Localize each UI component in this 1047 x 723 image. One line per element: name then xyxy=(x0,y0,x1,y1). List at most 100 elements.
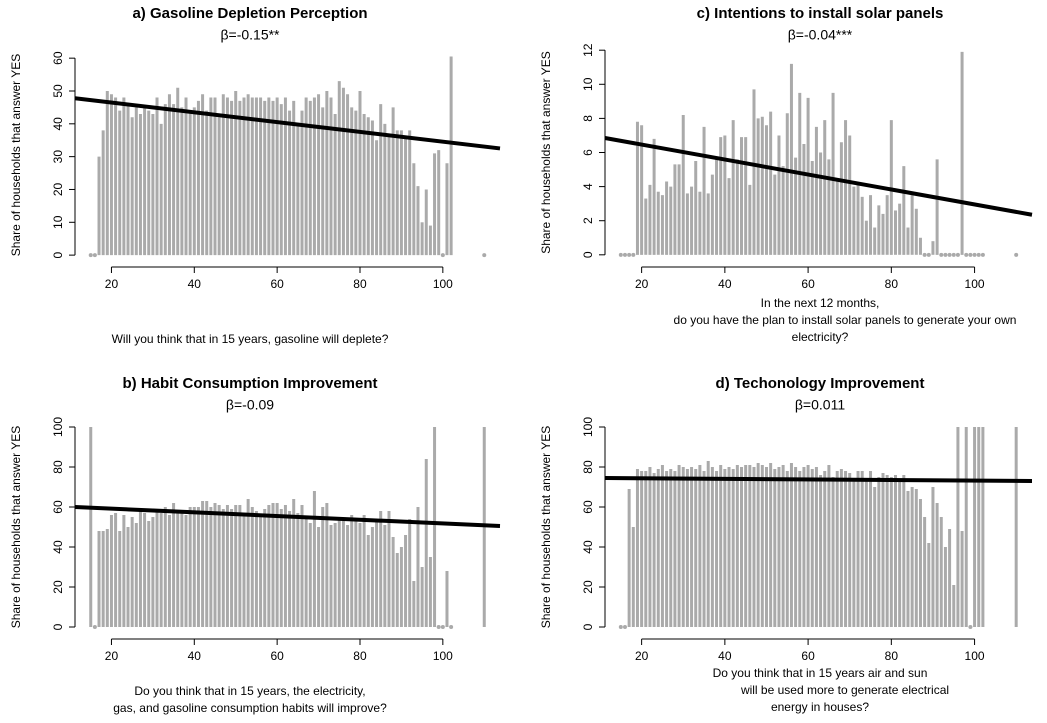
title: b) Habit Consumption Improvement xyxy=(123,375,378,392)
x-tick-label: 60 xyxy=(801,649,815,663)
y-axis-label: Share of households that answer YES xyxy=(9,426,23,629)
bar-point xyxy=(622,252,627,257)
y-tick-label: 60 xyxy=(581,500,595,514)
bar-point xyxy=(968,252,973,257)
y-tick-label: 0 xyxy=(51,251,65,258)
bar-point xyxy=(88,253,93,258)
bar-point xyxy=(939,252,944,257)
x-axis-label: energy in houses? xyxy=(771,700,869,714)
bar-point xyxy=(1014,252,1019,257)
y-tick-label: 20 xyxy=(51,580,65,594)
x-tick-label: 20 xyxy=(105,277,119,291)
fit-line xyxy=(604,136,1033,217)
x-tick-label: 80 xyxy=(353,277,367,291)
y-tick-label: 60 xyxy=(51,500,65,514)
x-tick-label: 20 xyxy=(105,649,119,663)
y-tick-label: 100 xyxy=(581,417,595,437)
bar-point xyxy=(436,625,441,629)
x-tick-label: 40 xyxy=(188,649,202,663)
x-tick-label: 100 xyxy=(965,649,985,663)
y-tick-label: 50 xyxy=(51,84,65,98)
y-tick-label: 12 xyxy=(581,43,595,57)
y-tick-label: 0 xyxy=(581,623,595,630)
bar-point xyxy=(618,252,623,257)
fit-line xyxy=(74,96,501,151)
bar-point xyxy=(482,253,487,258)
subtitle: β=-0.04*** xyxy=(788,27,853,43)
x-tick-label: 80 xyxy=(885,649,899,663)
x-tick-label: 60 xyxy=(801,277,815,291)
y-tick-label: 20 xyxy=(581,580,595,594)
bar-point xyxy=(622,625,627,629)
y-tick-label: 20 xyxy=(51,182,65,196)
bar-point xyxy=(964,252,969,257)
bar-point xyxy=(947,252,952,257)
y-tick-label: 100 xyxy=(51,417,65,437)
bar-point xyxy=(943,252,948,257)
x-axis-label: will be used more to generate electrical xyxy=(740,683,949,697)
x-tick-label: 40 xyxy=(718,277,732,291)
y-tick-label: 40 xyxy=(51,540,65,554)
x-axis-label: gas, and gasoline consumption habits wil… xyxy=(113,701,387,715)
title: d) Techonology Improvement xyxy=(716,375,925,392)
x-tick-label: 20 xyxy=(635,277,649,291)
y-tick-label: 10 xyxy=(51,215,65,229)
y-tick-label: 2 xyxy=(581,217,595,224)
bar-point xyxy=(955,252,960,257)
x-tick-label: 100 xyxy=(433,649,453,663)
bar-point xyxy=(922,252,927,257)
bar-point xyxy=(618,625,623,629)
bar-point xyxy=(440,625,445,629)
y-tick-label: 4 xyxy=(581,183,595,190)
x-tick-label: 60 xyxy=(270,277,284,291)
y-tick-label: 30 xyxy=(51,150,65,164)
y-tick-label: 10 xyxy=(581,77,595,91)
x-tick-label: 60 xyxy=(270,649,284,663)
x-axis-label: Do you think that in 15 years, the elect… xyxy=(134,684,365,698)
title: c) Intentions to install solar panels xyxy=(697,5,944,22)
subtitle: β=0.011 xyxy=(795,397,845,413)
x-tick-label: 40 xyxy=(718,649,732,663)
fit-line xyxy=(604,476,1033,483)
x-axis-label: Will you think that in 15 years, gasolin… xyxy=(112,332,389,346)
title: a) Gasoline Depletion Perception xyxy=(132,5,367,22)
y-tick-label: 8 xyxy=(581,115,595,122)
x-tick-label: 100 xyxy=(433,277,453,291)
y-tick-label: 40 xyxy=(51,117,65,131)
x-axis-label: In the next 12 months, xyxy=(761,296,880,310)
x-tick-label: 100 xyxy=(965,277,985,291)
x-axis-label: do you have the plan to install solar pa… xyxy=(674,313,1017,327)
bar-point xyxy=(951,252,956,257)
y-axis-label: Share of households that answer YES xyxy=(539,51,553,254)
bar-point xyxy=(976,252,981,257)
bar-point xyxy=(972,252,977,257)
x-tick-label: 80 xyxy=(885,277,899,291)
bar-point xyxy=(631,252,636,257)
bar-point xyxy=(449,625,454,629)
bar-point xyxy=(968,625,973,629)
subtitle: β=-0.09 xyxy=(226,397,274,413)
y-tick-label: 60 xyxy=(51,51,65,65)
y-tick-label: 80 xyxy=(51,460,65,474)
x-axis-label: Do you think that in 15 years air and su… xyxy=(713,666,928,680)
bar-point xyxy=(92,253,97,258)
bar-point xyxy=(627,252,632,257)
y-axis-label: Share of households that answer YES xyxy=(539,426,553,629)
x-tick-label: 20 xyxy=(635,649,649,663)
bar-point xyxy=(926,252,931,257)
bar-point xyxy=(980,252,985,257)
y-tick-label: 80 xyxy=(581,460,595,474)
y-tick-label: 6 xyxy=(581,149,595,156)
x-axis-label: electricity? xyxy=(792,330,849,344)
y-tick-label: 0 xyxy=(581,251,595,258)
y-tick-label: 40 xyxy=(581,540,595,554)
x-tick-label: 40 xyxy=(188,277,202,291)
fit-line xyxy=(74,505,501,528)
subtitle: β=-0.15** xyxy=(220,27,280,43)
y-axis-label: Share of households that answer YES xyxy=(9,54,23,257)
bar-point xyxy=(440,253,445,258)
x-tick-label: 80 xyxy=(353,649,367,663)
bar-point xyxy=(92,625,97,629)
y-tick-label: 0 xyxy=(51,623,65,630)
